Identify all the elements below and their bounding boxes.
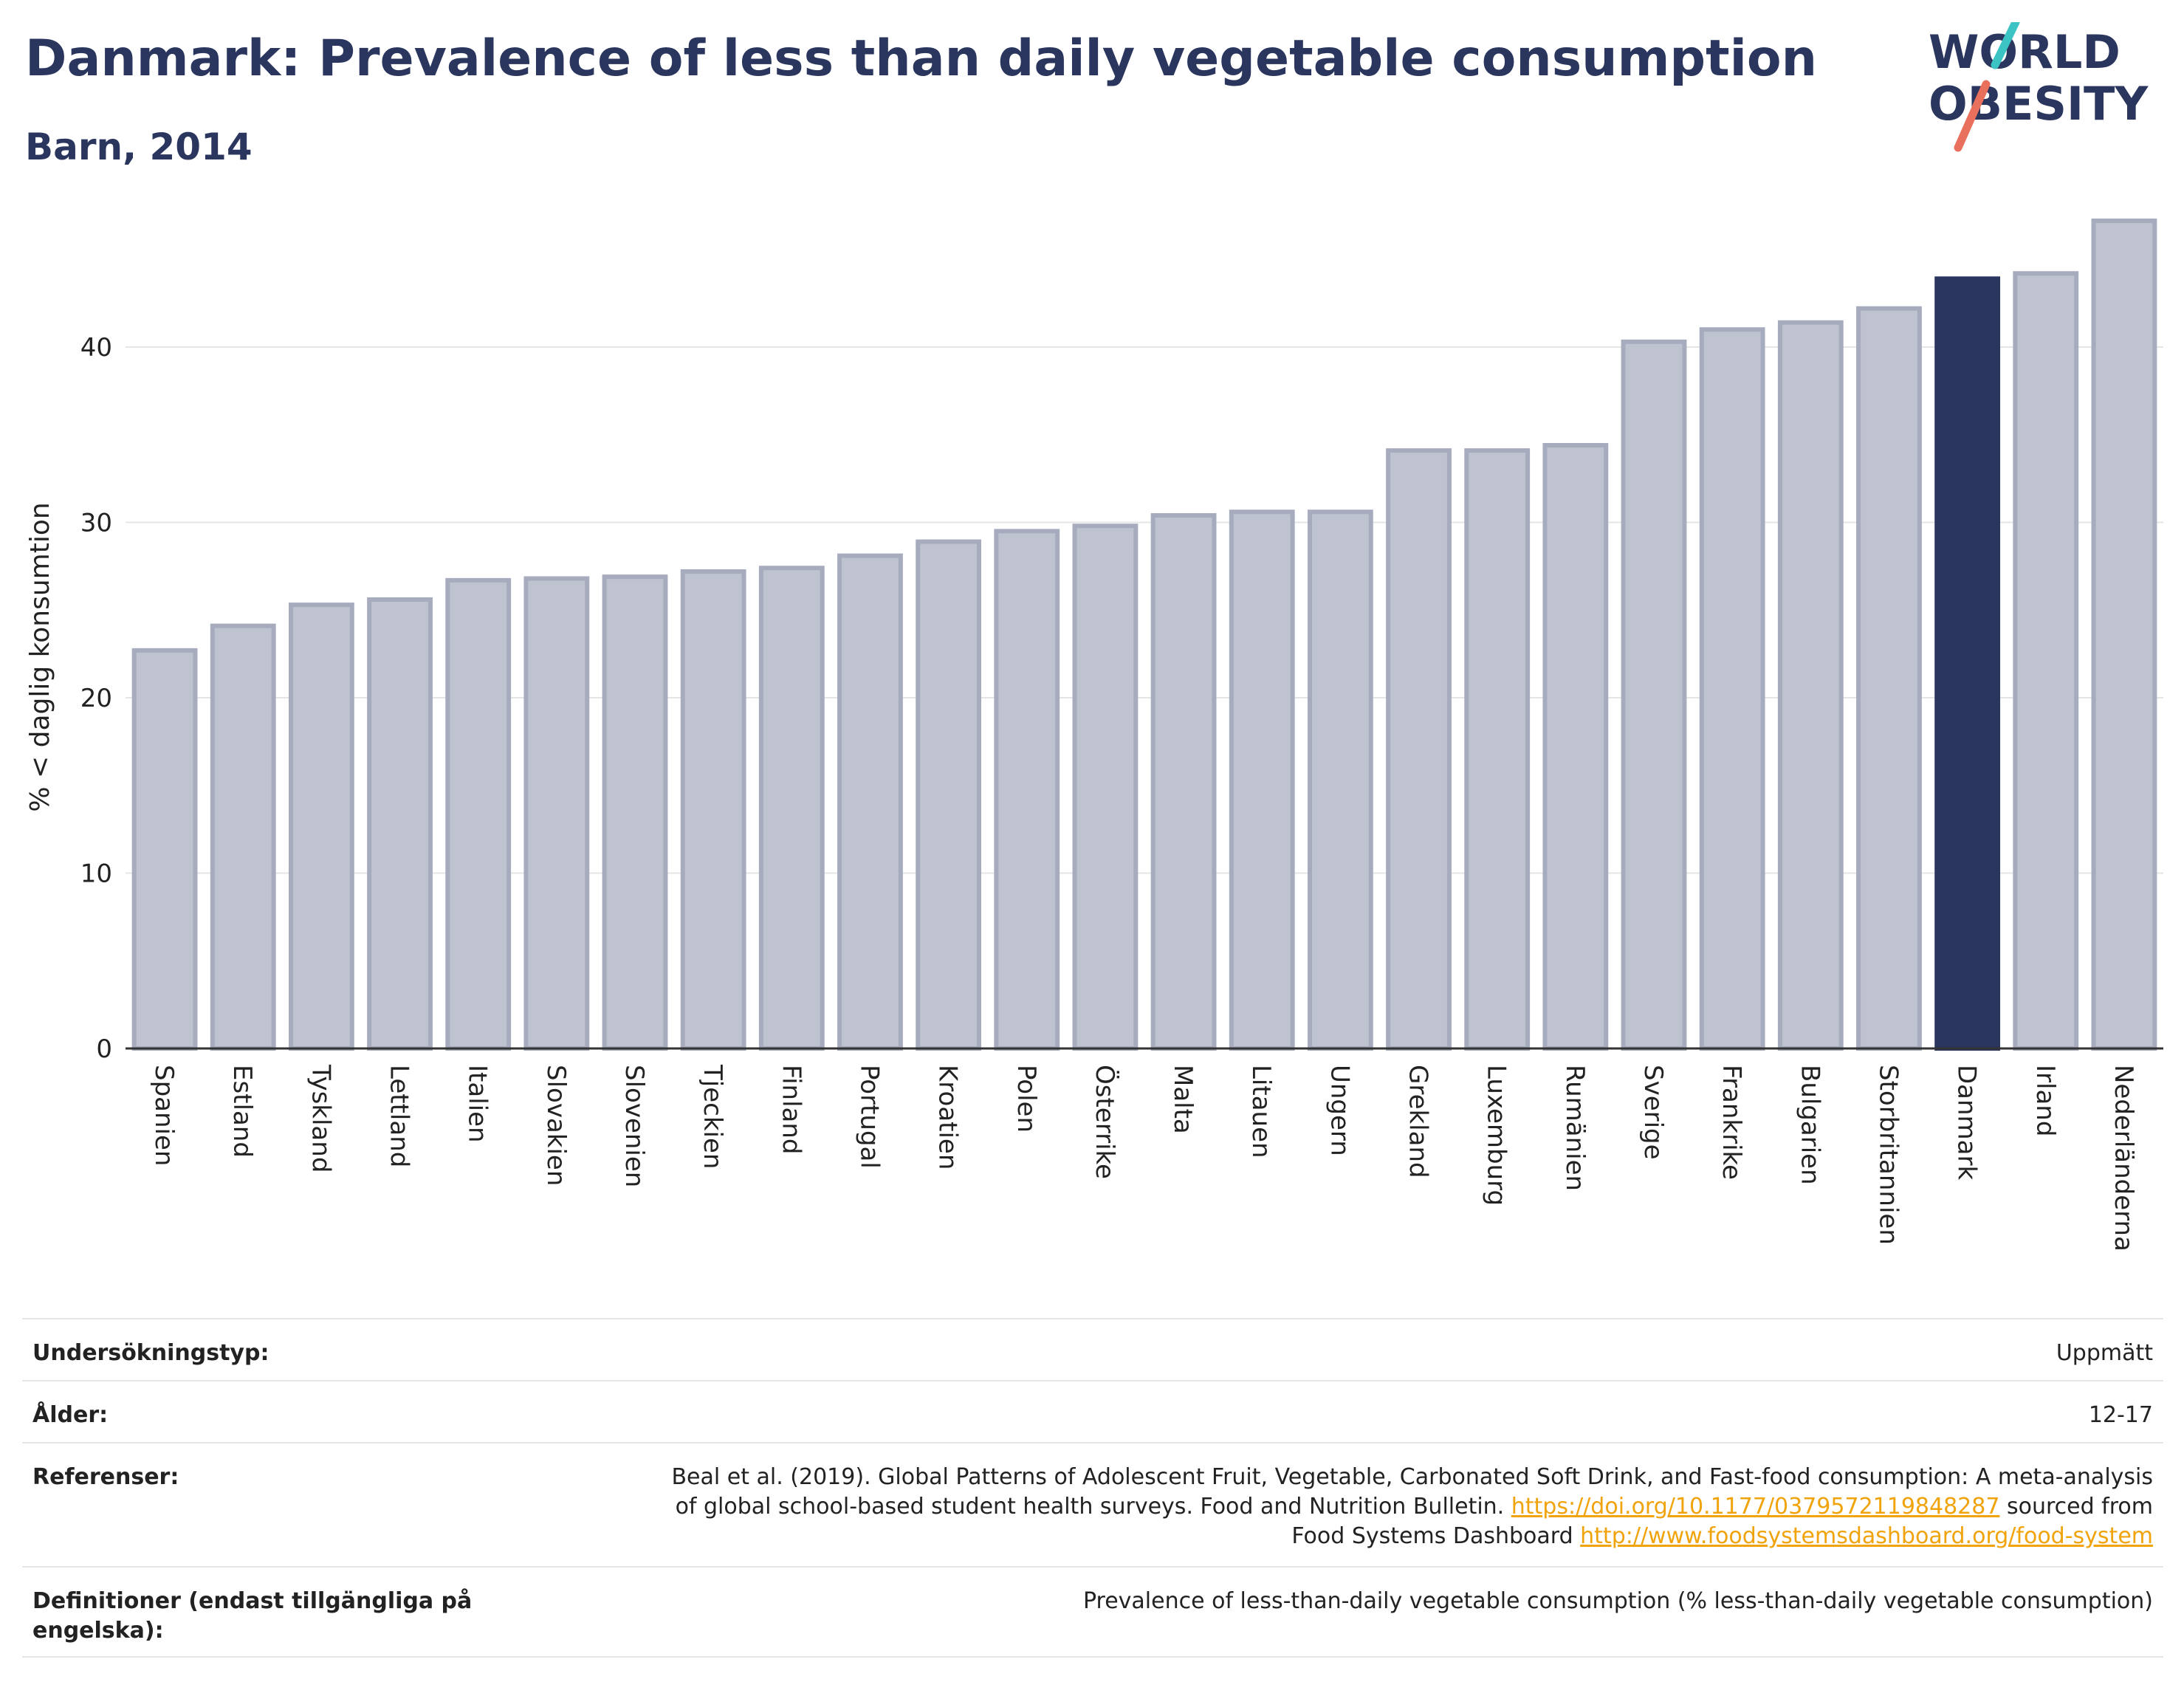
x-tick-label: Kroatien bbox=[933, 1065, 963, 1170]
meta-value: Uppmätt bbox=[2056, 1340, 2153, 1366]
x-tick-label: Irland bbox=[2030, 1065, 2060, 1136]
bar-chart: 0 10 20 30 40 Spanien Estland Tyskland Lettland I… bbox=[25, 219, 2163, 1252]
x-tick-label: Luxemburg bbox=[1482, 1065, 1511, 1206]
y-tick-label: 10 bbox=[80, 859, 112, 889]
y-tick-label: 40 bbox=[80, 333, 112, 363]
bar-rumänien bbox=[1542, 443, 1609, 1051]
reference-text: of global school-based student health su… bbox=[675, 1494, 1511, 1520]
y-tick-label: 20 bbox=[80, 684, 112, 713]
bars bbox=[131, 219, 2157, 1051]
bar-sverige bbox=[1621, 339, 1687, 1051]
x-tick-label: Grekland bbox=[1404, 1065, 1433, 1178]
bar-tyskland bbox=[288, 602, 354, 1051]
reference-tail: sourced from bbox=[1999, 1494, 2153, 1520]
x-tick-label: Finland bbox=[776, 1065, 806, 1155]
reference-line-3: Food Systems Dashboard http://www.foodsy… bbox=[671, 1522, 2153, 1551]
x-tick-label: Spanien bbox=[149, 1065, 179, 1166]
meta-value: Prevalence of less-than-daily vegetable … bbox=[1082, 1588, 2153, 1614]
bar-danmark bbox=[1934, 276, 2001, 1051]
meta-row-survey-type: Undersökningstyp: Uppmätt bbox=[22, 1318, 2163, 1380]
x-tick-label: Slovenien bbox=[619, 1065, 649, 1187]
page-title: Danmark: Prevalence of less than daily v… bbox=[25, 30, 1818, 88]
bar-estland bbox=[210, 623, 276, 1051]
bar-österrike bbox=[1072, 523, 1139, 1051]
bar-malta bbox=[1150, 513, 1217, 1051]
logo-slash-coral bbox=[1954, 80, 1991, 152]
x-tick-label: Tjeckien bbox=[698, 1064, 727, 1169]
bar-litauen bbox=[1229, 509, 1295, 1051]
tick-labels: 0 10 20 30 40 Spanien Estland Tyskland Lettland I… bbox=[80, 333, 2138, 1252]
x-tick-label: Storbritannien bbox=[1873, 1065, 1903, 1245]
x-tick-label: Polen bbox=[1012, 1065, 1041, 1133]
meta-row-definitions: Definitioner (endast tillgängliga på eng… bbox=[22, 1566, 2163, 1658]
bar-finland bbox=[758, 566, 825, 1051]
logo-line2: OBESITY bbox=[1929, 77, 2149, 131]
bar-irland bbox=[2013, 271, 2079, 1051]
x-tick-label: Frankrike bbox=[1717, 1065, 1746, 1180]
x-tick-label: Italien bbox=[463, 1065, 492, 1143]
meta-key: Ålder: bbox=[32, 1402, 109, 1428]
meta-key: Undersökningstyp: bbox=[32, 1340, 269, 1366]
metadata-table: Undersökningstyp: Uppmätt Ålder: 12-17 R… bbox=[22, 1318, 2163, 1658]
reference-text: Food Systems Dashboard bbox=[1291, 1523, 1581, 1549]
bar-lettland bbox=[367, 597, 433, 1051]
bar-portugal bbox=[837, 553, 903, 1051]
definition-key-line-1: Definitioner (endast tillgängliga på bbox=[32, 1588, 473, 1614]
meta-value: 12-17 bbox=[2088, 1402, 2153, 1428]
bar-italien bbox=[445, 577, 512, 1051]
bar-frankrike bbox=[1699, 327, 1765, 1051]
bar-spanien bbox=[131, 648, 198, 1051]
y-tick-label: 0 bbox=[96, 1034, 112, 1064]
x-tick-label: Österrike bbox=[1090, 1065, 1120, 1179]
bar-grekland bbox=[1386, 448, 1452, 1051]
world-obesity-logo: WORLD OBESITY bbox=[1929, 22, 2149, 152]
bar-storbritannien bbox=[1856, 306, 1922, 1051]
meta-key: Referenser: bbox=[32, 1464, 179, 1490]
bar-polen bbox=[994, 529, 1060, 1051]
y-tick-label: 30 bbox=[80, 509, 112, 538]
x-tick-label: Malta bbox=[1168, 1065, 1198, 1134]
bar-ungern bbox=[1307, 509, 1373, 1051]
x-tick-label: Bulgarien bbox=[1795, 1065, 1824, 1185]
meta-value: Beal et al. (2019). Global Patterns of A… bbox=[671, 1463, 2153, 1551]
page-subtitle: Barn, 2014 bbox=[25, 126, 253, 168]
x-tick-label: Slovakien bbox=[541, 1065, 571, 1186]
logo-slash-teal bbox=[1991, 22, 2020, 69]
bar-slovakien bbox=[523, 576, 590, 1051]
x-tick-label: Estland bbox=[227, 1065, 257, 1158]
reference-line-2: of global school-based student health su… bbox=[671, 1492, 2153, 1522]
x-tick-label: Ungern bbox=[1325, 1065, 1354, 1156]
x-tick-label: Sverige bbox=[1638, 1065, 1668, 1160]
meta-row-references: Referenser: Beal et al. (2019). Global P… bbox=[22, 1442, 2163, 1566]
logo-line1: WORLD bbox=[1929, 25, 2121, 79]
x-tick-label: Litauen bbox=[1246, 1065, 1276, 1158]
definition-key-line-2: engelska): bbox=[32, 1618, 164, 1644]
bar-tjeckien bbox=[680, 569, 746, 1051]
x-tick-label: Lettland bbox=[385, 1065, 414, 1167]
bar-slovenien bbox=[602, 574, 668, 1051]
x-tick-label: Tyskland bbox=[306, 1064, 335, 1173]
bar-bulgarien bbox=[1777, 320, 1844, 1051]
x-tick-label: Portugal bbox=[854, 1065, 884, 1169]
x-tick-label: Danmark bbox=[1952, 1065, 1982, 1180]
x-tick-label: Nederländerna bbox=[2109, 1065, 2138, 1252]
dashboard-link[interactable]: http://www.foodsystemsdashboard.org/food… bbox=[1580, 1523, 2153, 1549]
reference-line-1: Beal et al. (2019). Global Patterns of A… bbox=[671, 1464, 2153, 1490]
bar-kroatien bbox=[916, 539, 982, 1051]
bar-luxemburg bbox=[1464, 448, 1531, 1051]
bar-nederländerna bbox=[2091, 219, 2157, 1051]
doi-link[interactable]: https://doi.org/10.1177/0379572119848287 bbox=[1511, 1494, 2000, 1520]
meta-row-age: Ålder: 12-17 bbox=[22, 1380, 2163, 1442]
meta-key: Definitioner (endast tillgängliga på eng… bbox=[32, 1587, 505, 1646]
y-axis-label: % < daglig konsumtion bbox=[25, 502, 55, 811]
x-tick-label: Rumänien bbox=[1560, 1065, 1590, 1191]
